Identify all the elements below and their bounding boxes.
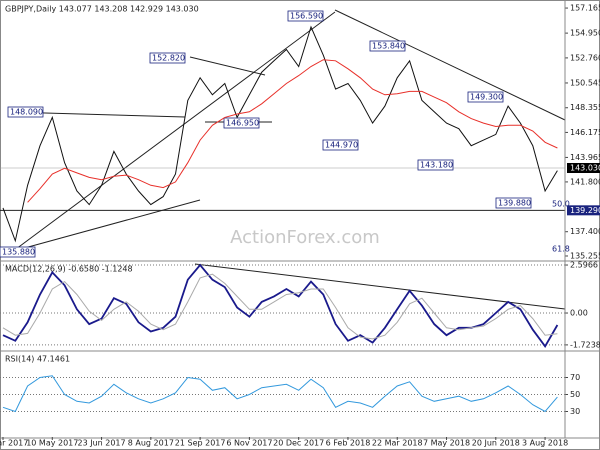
watermark: ActionForex.com	[230, 227, 380, 248]
trend-line	[11, 11, 336, 253]
level-box	[567, 205, 600, 216]
annotation-box	[322, 139, 359, 151]
trend-line	[9, 199, 201, 253]
y-tick-label: 50	[570, 390, 580, 399]
annotation-box	[369, 40, 406, 52]
annotation: 146.950	[226, 119, 259, 128]
panel-title: RSI(14) 47.1461	[5, 355, 70, 364]
panel-title: GBPJPY,Daily 143.077 143.208 142.929 143…	[5, 5, 199, 14]
annotation: 156.590	[290, 12, 323, 21]
x-tick-label: 8 Aug 2017	[128, 439, 174, 448]
y-tick-label: 2.5966	[570, 261, 598, 270]
annotation-box	[149, 52, 186, 64]
annotation-box	[417, 159, 454, 171]
annotation: 50.0	[552, 200, 570, 209]
x-tick-label: 10 May 2017	[26, 439, 78, 448]
y-tick-label: 146.175	[570, 128, 600, 137]
x-tick-label: 27 Mar 2017	[0, 439, 28, 448]
x-tick-label: 23 Jun 2017	[77, 439, 125, 448]
annotation-box	[0, 246, 36, 258]
annotation: 149.300	[470, 93, 503, 102]
y-tick-label: -1.7238	[570, 340, 600, 349]
x-tick-label: 20 Dec 2017	[273, 439, 324, 448]
x-tick-label: 20 Jun 2018	[472, 439, 520, 448]
y-tick-label: 141.800	[570, 177, 600, 186]
y-tick-label: 150.545	[570, 78, 600, 87]
annotation-box	[287, 10, 324, 22]
y-tick-label: 148.355	[570, 103, 600, 112]
panel-title: MACD(12,26,9) -0.6580 -1.1248	[5, 265, 133, 274]
annotation: 139.880	[498, 199, 531, 208]
series-line	[2, 375, 558, 413]
last-price-box	[567, 163, 600, 174]
series-line	[2, 263, 559, 348]
y-tick-label: 143.965	[570, 153, 600, 162]
y-tick-label: 70	[570, 373, 580, 382]
y-tick-label: 0.00	[570, 309, 588, 318]
annotation: 153.840	[372, 42, 405, 51]
series-line	[27, 59, 558, 203]
y-tick-label: 137.400	[570, 227, 600, 236]
y-tick-label: 30	[570, 407, 580, 416]
annotation: 148.090	[10, 108, 43, 117]
x-tick-label: 6 Feb 2018	[326, 439, 371, 448]
level-label: 139.290	[570, 206, 600, 215]
annotation-box	[223, 117, 260, 129]
x-tick-label: 7 May 2018	[423, 439, 470, 448]
y-tick-label: 154.950	[570, 29, 600, 38]
series-line	[2, 273, 558, 340]
annotation: 144.970	[325, 141, 358, 150]
x-tick-label: 21 Sep 2017	[175, 439, 226, 448]
annotation: 135.880	[2, 248, 35, 257]
annotation: 152.820	[152, 54, 185, 63]
series-line	[2, 25, 558, 243]
last-price-label: 143.030	[570, 164, 600, 173]
x-tick-label: 22 Mar 2018	[372, 439, 423, 448]
trend-line	[194, 263, 566, 310]
annotation: 143.180	[420, 161, 453, 170]
y-tick-label: 152.760	[570, 53, 600, 62]
y-tick-label: 157.165	[570, 4, 600, 13]
x-tick-label: 3 Aug 2018	[522, 439, 568, 448]
trend-line	[189, 56, 266, 76]
x-tick-label: 6 Nov 2017	[226, 439, 272, 448]
y-tick-label: 135.255	[570, 251, 600, 260]
annotation-box	[495, 197, 532, 209]
annotation-box	[7, 106, 44, 118]
annotation: 61.8	[552, 245, 570, 254]
annotation-box	[467, 91, 504, 103]
trend-line	[334, 9, 566, 121]
